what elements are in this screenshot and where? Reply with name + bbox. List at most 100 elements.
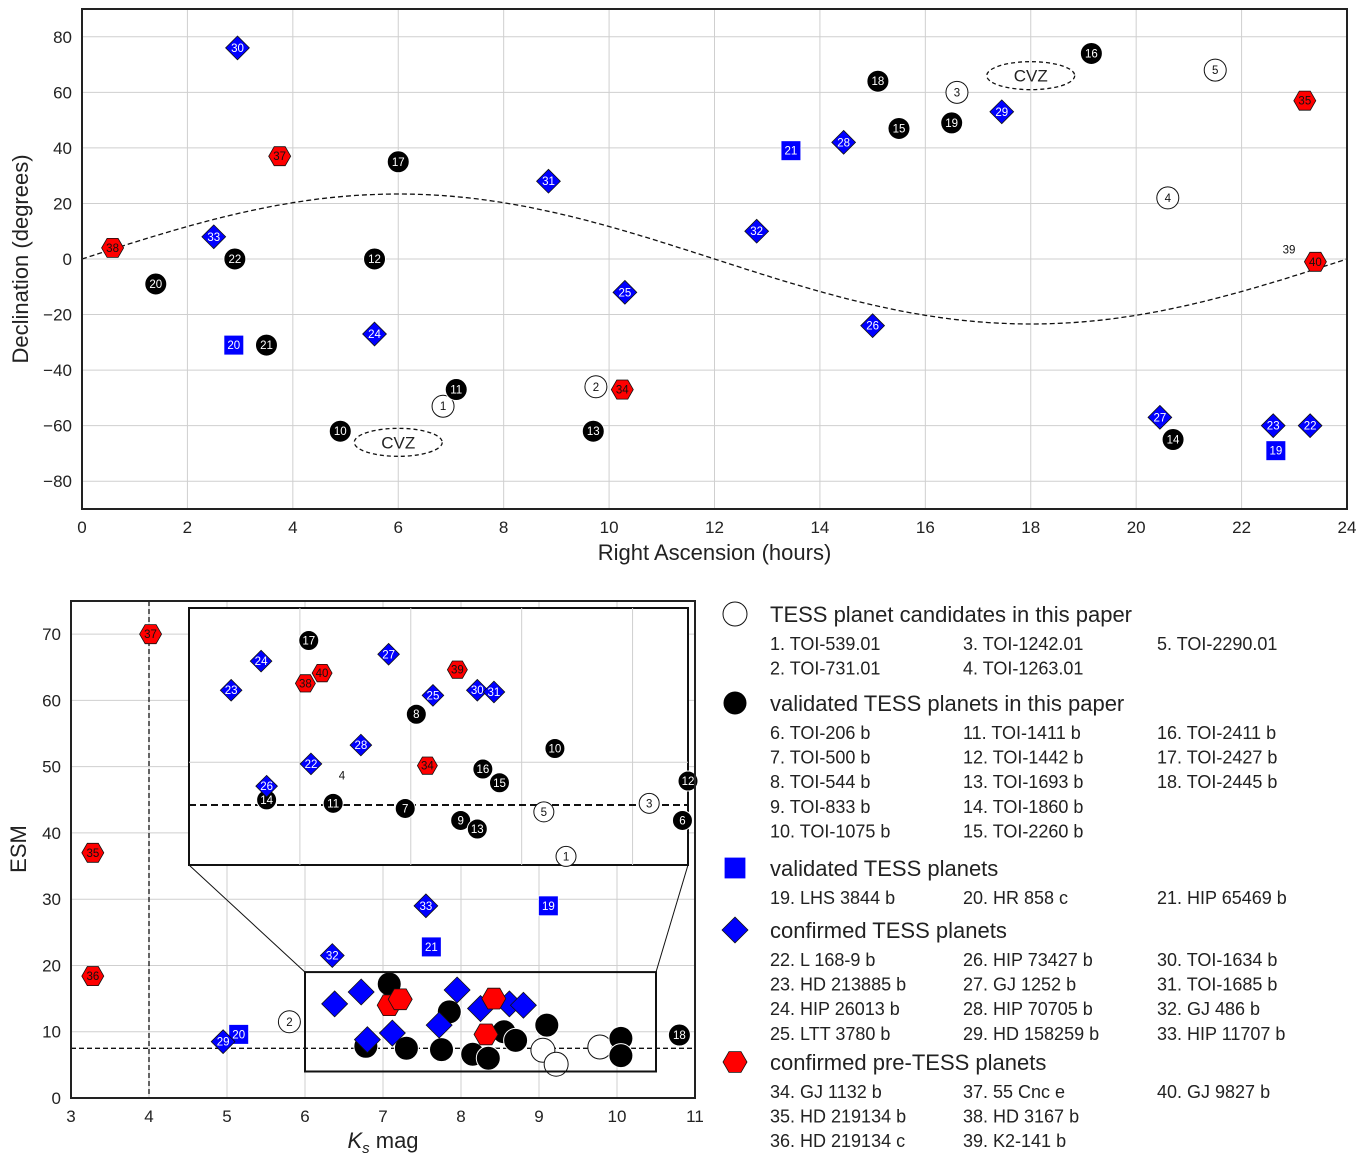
esm-chart-xlabel: Ks mag bbox=[347, 1128, 418, 1154]
marker-label: 18 bbox=[673, 1030, 686, 1042]
legend-section-pretess: confirmed pre-TESS planets 34. GJ 1132 b 3… bbox=[722, 1050, 1270, 1151]
sky-point-validated_paper: 16 bbox=[1079, 41, 1103, 65]
legend-item: 23. HD 213885 b bbox=[770, 975, 906, 995]
marker-label: 25 bbox=[618, 287, 631, 299]
marker-label: 10 bbox=[549, 743, 562, 755]
marker-label: 30 bbox=[231, 43, 244, 55]
marker-label: 40 bbox=[1309, 257, 1322, 269]
marker-label: 24 bbox=[255, 656, 268, 668]
inset-point-confirmed: 23 bbox=[219, 678, 243, 702]
marker-label: 15 bbox=[893, 123, 906, 135]
inset-point-confirmed: 30 bbox=[465, 678, 489, 702]
svg-text:CVZ: CVZ bbox=[381, 433, 415, 452]
inset-point-candidate: 3 bbox=[638, 792, 660, 814]
esm-point-confirmed bbox=[378, 1019, 406, 1047]
cvz-label: CVZ bbox=[353, 427, 443, 457]
legend-section-validated: validated TESS planets 19. LHS 3844 b 20. … bbox=[723, 856, 1287, 908]
sky-point-pretess: 35 bbox=[1293, 90, 1317, 111]
marker-label: 12 bbox=[368, 254, 381, 266]
marker-label: 19 bbox=[1269, 446, 1282, 458]
esm-point-pretess: 35 bbox=[81, 842, 105, 863]
legend: TESS planet candidates in this paper 1. T… bbox=[721, 601, 1287, 1151]
legend-section-title: validated TESS planets bbox=[770, 856, 998, 881]
sky-chart-points: 1234510111213141516171819202122192021222… bbox=[101, 35, 1327, 461]
esm-point-confirmed bbox=[443, 976, 471, 1004]
marker-label: 16 bbox=[1085, 48, 1098, 60]
legend-section-title: TESS planet candidates in this paper bbox=[770, 602, 1132, 627]
marker-label: 20 bbox=[149, 279, 162, 291]
esm-point-confirmed bbox=[425, 1011, 453, 1039]
marker-label: 17 bbox=[302, 636, 315, 648]
sky-point-pretess: 38 bbox=[101, 237, 125, 258]
cvz-label: CVZ bbox=[986, 61, 1076, 91]
x-tick-label: 10 bbox=[600, 518, 619, 537]
marker-label: 11 bbox=[450, 385, 462, 397]
legend-section-title: confirmed TESS planets bbox=[770, 918, 1007, 943]
inset-point-candidate: 1 bbox=[555, 845, 577, 867]
marker-label: 27 bbox=[382, 649, 395, 661]
legend-item: 5. TOI-2290.01 bbox=[1157, 634, 1277, 654]
marker-label: 7 bbox=[402, 803, 408, 815]
marker-label: 37 bbox=[273, 151, 286, 163]
diamond-icon bbox=[721, 916, 749, 944]
marker-label: 23 bbox=[1267, 421, 1280, 433]
marker-label: 13 bbox=[587, 426, 600, 438]
marker-label: 37 bbox=[144, 629, 157, 641]
legend-item: 13. TOI-1693 b bbox=[963, 772, 1083, 792]
sky-point-confirmed: 28 bbox=[831, 129, 857, 155]
sky-point-validated_paper: 10 bbox=[328, 419, 352, 443]
inset-point-validated_paper: 8 bbox=[405, 703, 427, 725]
x-tick-label: 10 bbox=[608, 1107, 627, 1126]
sky-point-validated_paper: 11 bbox=[444, 378, 468, 402]
inset-point-validated_paper: 16 bbox=[472, 758, 494, 780]
legend-item: 39. K2-141 b bbox=[963, 1131, 1066, 1151]
esm-point-pretess: 36 bbox=[81, 966, 105, 986]
legend-item: 1. TOI-539.01 bbox=[770, 634, 880, 654]
x-tick-label: 8 bbox=[456, 1107, 465, 1126]
x-tick-label: 11 bbox=[686, 1107, 704, 1126]
sky-point-validated_paper: 21 bbox=[254, 333, 278, 357]
marker-label: 33 bbox=[420, 901, 433, 913]
marker-label: 26 bbox=[866, 321, 879, 333]
esm-point-candidate bbox=[587, 1034, 613, 1060]
marker-label: 38 bbox=[299, 678, 312, 690]
sky-point-candidate: 4 bbox=[1156, 186, 1180, 210]
sky-point-confirmed: 29 bbox=[989, 99, 1015, 125]
legend-section-confirmed: confirmed TESS planets 22. L 168-9 b 23. H… bbox=[721, 916, 1285, 1044]
esm-point-validated: 19 bbox=[538, 895, 559, 917]
sky-point-confirmed: 22 bbox=[1297, 413, 1323, 439]
legend-item: 35. HD 219134 b bbox=[770, 1107, 906, 1127]
legend-section-candidate: TESS planet candidates in this paper 1. T… bbox=[722, 601, 1277, 679]
marker-label: 20 bbox=[232, 1029, 245, 1041]
sky-chart-frame bbox=[81, 8, 1348, 510]
x-tick-label: 6 bbox=[394, 518, 403, 537]
x-tick-label: 18 bbox=[1021, 518, 1040, 537]
marker-label: 10 bbox=[334, 426, 347, 438]
marker-label: 32 bbox=[750, 226, 763, 238]
legend-item: 7. TOI-500 b bbox=[770, 748, 870, 768]
sky-point-validated_paper: 19 bbox=[940, 111, 964, 135]
marker-label: 3 bbox=[646, 798, 652, 810]
inset-point-confirmed: 25 bbox=[421, 684, 445, 707]
legend-item: 34. GJ 1132 b bbox=[770, 1082, 882, 1102]
esm-point-candidate bbox=[543, 1051, 569, 1077]
esm-point-validated_paper bbox=[429, 1037, 454, 1063]
sky-point-candidate: 2 bbox=[584, 375, 608, 399]
inset-point-confirmed: 31 bbox=[482, 680, 506, 704]
legend-item: 3. TOI-1242.01 bbox=[963, 634, 1083, 654]
marker-label: 33 bbox=[207, 232, 220, 244]
y-tick-label: 30 bbox=[42, 890, 61, 909]
marker-label: 35 bbox=[1298, 96, 1311, 108]
legend-item: 40. GJ 9827 b bbox=[1157, 1082, 1270, 1102]
point-label: 39 bbox=[1283, 244, 1296, 256]
legend-item: 14. TOI-1860 b bbox=[963, 797, 1083, 817]
marker-label: 24 bbox=[368, 329, 381, 341]
legend-item: 24. HIP 26013 b bbox=[770, 999, 900, 1019]
legend-item: 12. TOI-1442 b bbox=[963, 748, 1083, 768]
ecliptic-curve bbox=[81, 193, 1348, 325]
esm-point-validated_paper: 18 bbox=[667, 1023, 691, 1047]
esm-point-confirmed: 32 bbox=[319, 943, 345, 968]
x-tick-label: 16 bbox=[916, 518, 935, 537]
